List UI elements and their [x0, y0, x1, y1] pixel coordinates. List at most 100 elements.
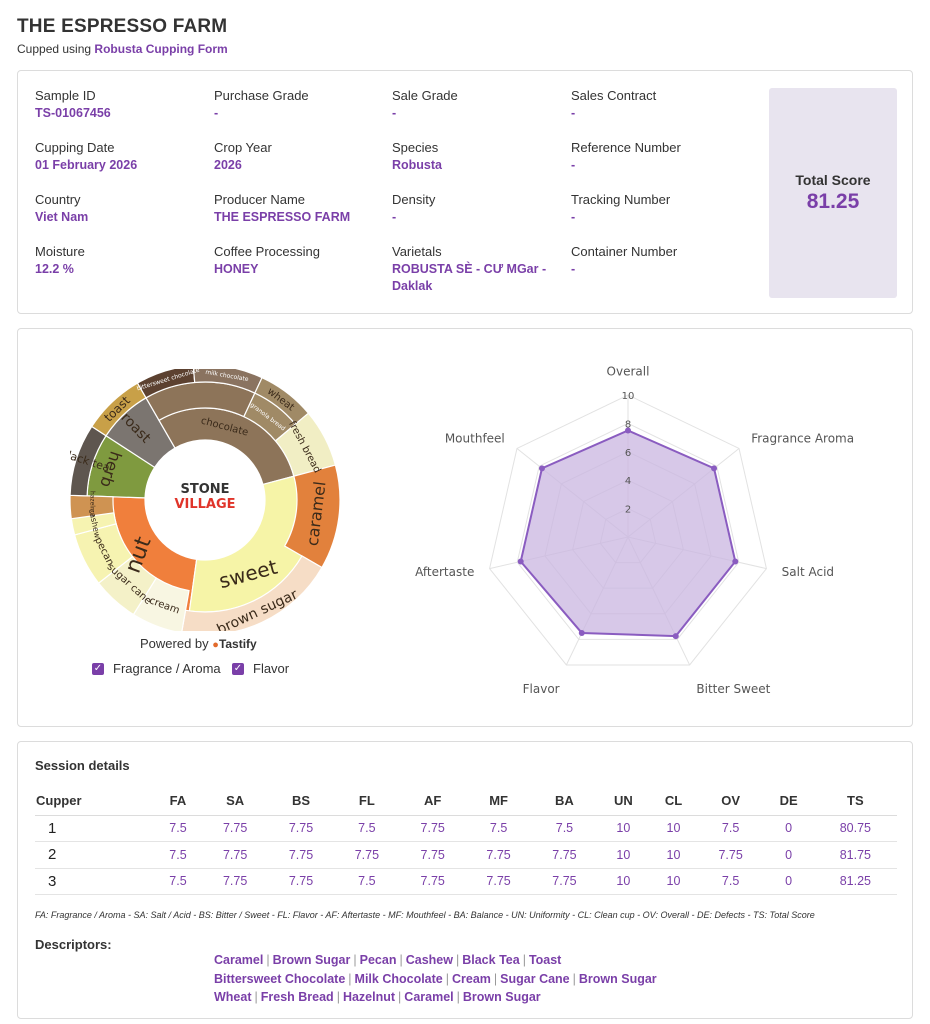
info-field: Reference Number -: [571, 140, 741, 174]
page-title: THE ESPRESSO FARM: [17, 16, 228, 37]
score-cell: 81.75: [813, 841, 897, 869]
radar-axis-label: Fragrance Aroma: [751, 432, 854, 446]
radar-point[interactable]: [672, 633, 679, 640]
radar-grid-ring: [489, 394, 767, 666]
info-field: Sales Contract -: [571, 88, 741, 122]
radar-point[interactable]: [732, 558, 739, 565]
descriptor-tag: Pecan: [359, 953, 397, 967]
descriptor-separator: |: [522, 953, 526, 967]
descriptor-tag: Cashew: [405, 953, 453, 967]
score-cell: 7.5: [465, 815, 532, 842]
radar-point[interactable]: [625, 427, 631, 434]
field-label: Density: [392, 192, 436, 207]
descriptor-tag: Brown Sugar: [578, 971, 657, 986]
score-cell: 7.75: [268, 868, 334, 895]
field-label: Tracking Number: [571, 192, 671, 207]
legend-label: Fragrance / Aroma: [113, 661, 221, 676]
radar-point[interactable]: [538, 465, 545, 472]
descriptor-tag: Hazelnut: [342, 990, 396, 1004]
descriptor-separator: |: [353, 953, 357, 967]
cupper-number: 2: [35, 841, 154, 869]
info-field: Species Robusta: [392, 140, 562, 174]
radar-point[interactable]: [711, 465, 718, 472]
table-row: 1 7.5 7.75 7.75 7.5 7.75 7.5 7.5 10 10 7.5 0 80.75: [35, 815, 897, 842]
descriptor-separator: |: [254, 990, 258, 1004]
score-cell: 7.75: [399, 841, 466, 869]
info-field: Moisture 12.2 %: [35, 244, 205, 278]
checkbox-icon[interactable]: ✓: [92, 662, 104, 675]
field-value: HONEY: [214, 262, 259, 276]
descriptor-separator: |: [455, 953, 460, 967]
cupping-form-link[interactable]: Robusta Cupping Form: [94, 42, 228, 56]
field-label: Sample ID: [35, 88, 96, 103]
radar-tick-label: 10: [622, 391, 635, 402]
logo-text-top: STONE: [180, 482, 229, 497]
radar-axis-label: Flavor: [523, 682, 560, 696]
radar-tick-label: 6: [625, 448, 631, 459]
info-field: Density -: [392, 192, 562, 226]
score-cell: 7.5: [333, 815, 400, 842]
wheel-segment-brown-sugar[interactable]: [181, 555, 323, 631]
descriptor-tag: Wheat: [214, 990, 252, 1004]
descriptor-tag: Brown Sugar: [272, 953, 351, 967]
column-header: Cupper: [35, 787, 154, 816]
score-cell: 7.75: [268, 841, 334, 869]
wheel-center: [145, 440, 265, 560]
score-cell: 7.75: [399, 868, 466, 895]
field-label: Moisture: [35, 244, 85, 259]
info-field: Sample ID TS-01067456: [35, 88, 205, 122]
score-cell: 7.75: [697, 841, 764, 869]
sample-info-card: Sample ID TS-01067456 Purchase Grade - Sale …: [17, 70, 913, 314]
field-value: -: [214, 106, 219, 120]
field-label: Container Number: [571, 244, 678, 259]
field-value: Robusta: [392, 158, 442, 172]
field-label: Cupping Date: [35, 140, 115, 155]
field-value: THE ESPRESSO FARM: [214, 210, 351, 224]
info-field: Purchase Grade -: [214, 88, 384, 122]
column-header: BS: [268, 787, 334, 816]
radar-point[interactable]: [578, 629, 585, 636]
score-cell: 81.25: [813, 868, 897, 895]
radar-chart: 2 4 6 8 10 Overall Fragrance Aroma Salt Acid Bit…: [415, 364, 854, 696]
page-subtitle: Cupped using Robusta Cupping Form: [17, 42, 228, 56]
checkbox-icon[interactable]: ✓: [232, 662, 244, 675]
radar-tick-label: 2: [625, 505, 631, 516]
score-cell: 10: [649, 841, 698, 869]
radar-point[interactable]: [517, 558, 524, 565]
table-row: 2 7.5 7.75 7.75 7.75 7.75 7.75 7.75 10 10 7.75 0 81.…: [35, 841, 897, 869]
score-cell: 7.75: [333, 841, 400, 869]
score-cell: 7.5: [153, 815, 203, 842]
descriptor-separator: |: [445, 971, 449, 986]
descriptor-separator: |: [266, 953, 270, 967]
descriptor-tag: Caramel: [214, 953, 264, 967]
score-cell: 7.75: [399, 815, 466, 842]
score-cell: 7.75: [531, 868, 598, 895]
radar-grid-ring: [516, 422, 740, 640]
info-field: Country Viet Nam: [35, 192, 205, 226]
subtitle-prefix: Cupped using: [17, 42, 92, 56]
score-cell: 7.75: [268, 815, 334, 842]
column-header: FL: [333, 787, 400, 816]
info-field: Container Number -: [571, 244, 741, 278]
field-value: ROBUSTA SÈ - CƯ MGar - Daklak: [392, 262, 547, 293]
score-cell: 7.75: [202, 841, 269, 869]
descriptor-separator: |: [399, 953, 403, 967]
score-cell: 10: [597, 815, 650, 842]
wheel-segment-cashew[interactable]: [70, 512, 117, 536]
legend-fragrance-aroma[interactable]: ✓ Fragrance / Aroma: [92, 661, 221, 676]
field-label: Species: [392, 140, 439, 155]
column-header: BA: [531, 787, 598, 816]
field-value: 12.2 %: [35, 262, 74, 276]
powered-by: Powered by ●Tastify: [140, 636, 257, 651]
descriptor-tag: Sugar Cane: [500, 971, 570, 986]
descriptor-tag: Milk Chocolate: [354, 971, 443, 986]
field-label: Varietals: [392, 244, 442, 259]
descriptor-line: Bittersweet Chocolate | Milk Chocolate | Cre…: [214, 970, 657, 989]
score-cell: 10: [597, 841, 650, 869]
field-value: -: [392, 210, 397, 224]
session-title: Session details: [35, 758, 130, 773]
score-cell: 10: [597, 868, 650, 895]
legend-flavor[interactable]: ✓ Flavor: [232, 661, 289, 676]
logo-text-bottom: VILLAGE: [174, 497, 235, 512]
descriptor-line: Wheat | Fresh Bread | Hazelnut | Caramel | Brown…: [214, 988, 657, 1007]
